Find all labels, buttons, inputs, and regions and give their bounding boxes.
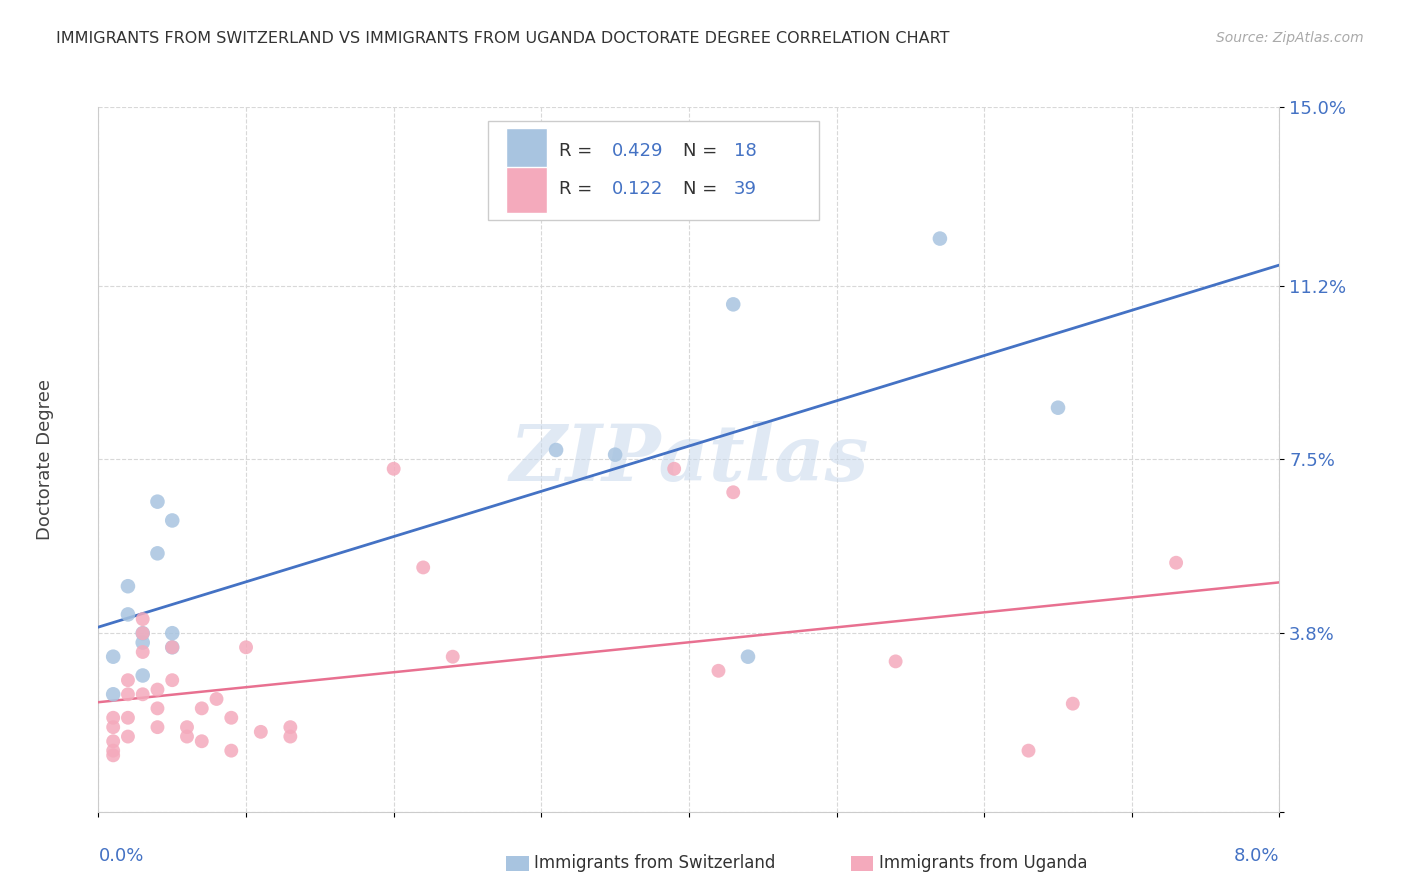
Point [103,687,124,701]
Point [146,546,169,560]
Point [146,720,169,734]
Text: R =: R = [560,180,598,199]
Text: IMMIGRANTS FROM SWITZERLAND VS IMMIGRANTS FROM UGANDA DOCTORATE DEGREE CORRELATI: IMMIGRANTS FROM SWITZERLAND VS IMMIGRANT… [56,31,949,46]
Point [278,730,301,744]
Point [1062,697,1084,711]
Point [235,640,257,655]
Text: ZIPatlas: ZIPatlas [509,421,869,498]
Point [1017,744,1039,758]
Point [117,579,139,593]
Point [721,485,744,500]
Point [721,297,744,311]
Text: Doctorate Degree: Doctorate Degree [37,379,55,540]
Point [441,649,464,664]
Point [117,607,139,622]
Point [412,560,434,574]
Point [132,668,155,682]
Text: Immigrants from Uganda: Immigrants from Uganda [879,855,1087,872]
Point [382,462,405,476]
Text: 0.122: 0.122 [612,180,664,199]
Point [117,711,139,725]
Point [544,442,567,457]
Text: 39: 39 [734,180,756,199]
Point [117,730,139,744]
Point [132,687,155,701]
Point [132,635,155,649]
Text: 18: 18 [734,142,756,160]
Text: 8.0%: 8.0% [1234,847,1279,865]
Point [278,720,301,734]
Point [928,231,950,245]
Point [205,692,228,706]
Point [191,701,214,715]
Point [219,744,242,758]
Text: 0.429: 0.429 [612,142,664,160]
Text: R =: R = [560,142,598,160]
Point [162,673,183,688]
Bar [506,167,547,212]
Point [103,748,124,763]
Point [884,654,907,668]
Point [132,626,155,640]
Text: N =: N = [683,180,723,199]
Point [103,734,124,748]
Point [1046,401,1069,415]
Point [132,626,155,640]
Point [162,626,183,640]
Point [191,734,214,748]
Point [103,649,124,664]
Point [117,687,139,701]
Point [117,673,139,688]
Point [103,744,124,758]
Point [132,645,155,659]
Point [146,682,169,697]
Point [664,462,686,476]
Point [103,720,124,734]
Point [162,640,183,655]
Point [605,448,627,462]
Text: N =: N = [683,142,723,160]
Text: Source: ZipAtlas.com: Source: ZipAtlas.com [1216,31,1364,45]
Text: Immigrants from Switzerland: Immigrants from Switzerland [534,855,776,872]
FancyBboxPatch shape [488,121,818,219]
Point [146,494,169,508]
Point [103,711,124,725]
Point [176,720,198,734]
Point [707,664,730,678]
Point [132,612,155,626]
Point [146,701,169,715]
Point [219,711,242,725]
Bar [506,128,547,174]
Text: 0.0%: 0.0% [98,847,143,865]
Point [1164,556,1187,570]
Point [176,730,198,744]
Point [162,513,183,527]
Point [162,640,183,655]
Point [250,724,273,739]
Point [737,649,759,664]
